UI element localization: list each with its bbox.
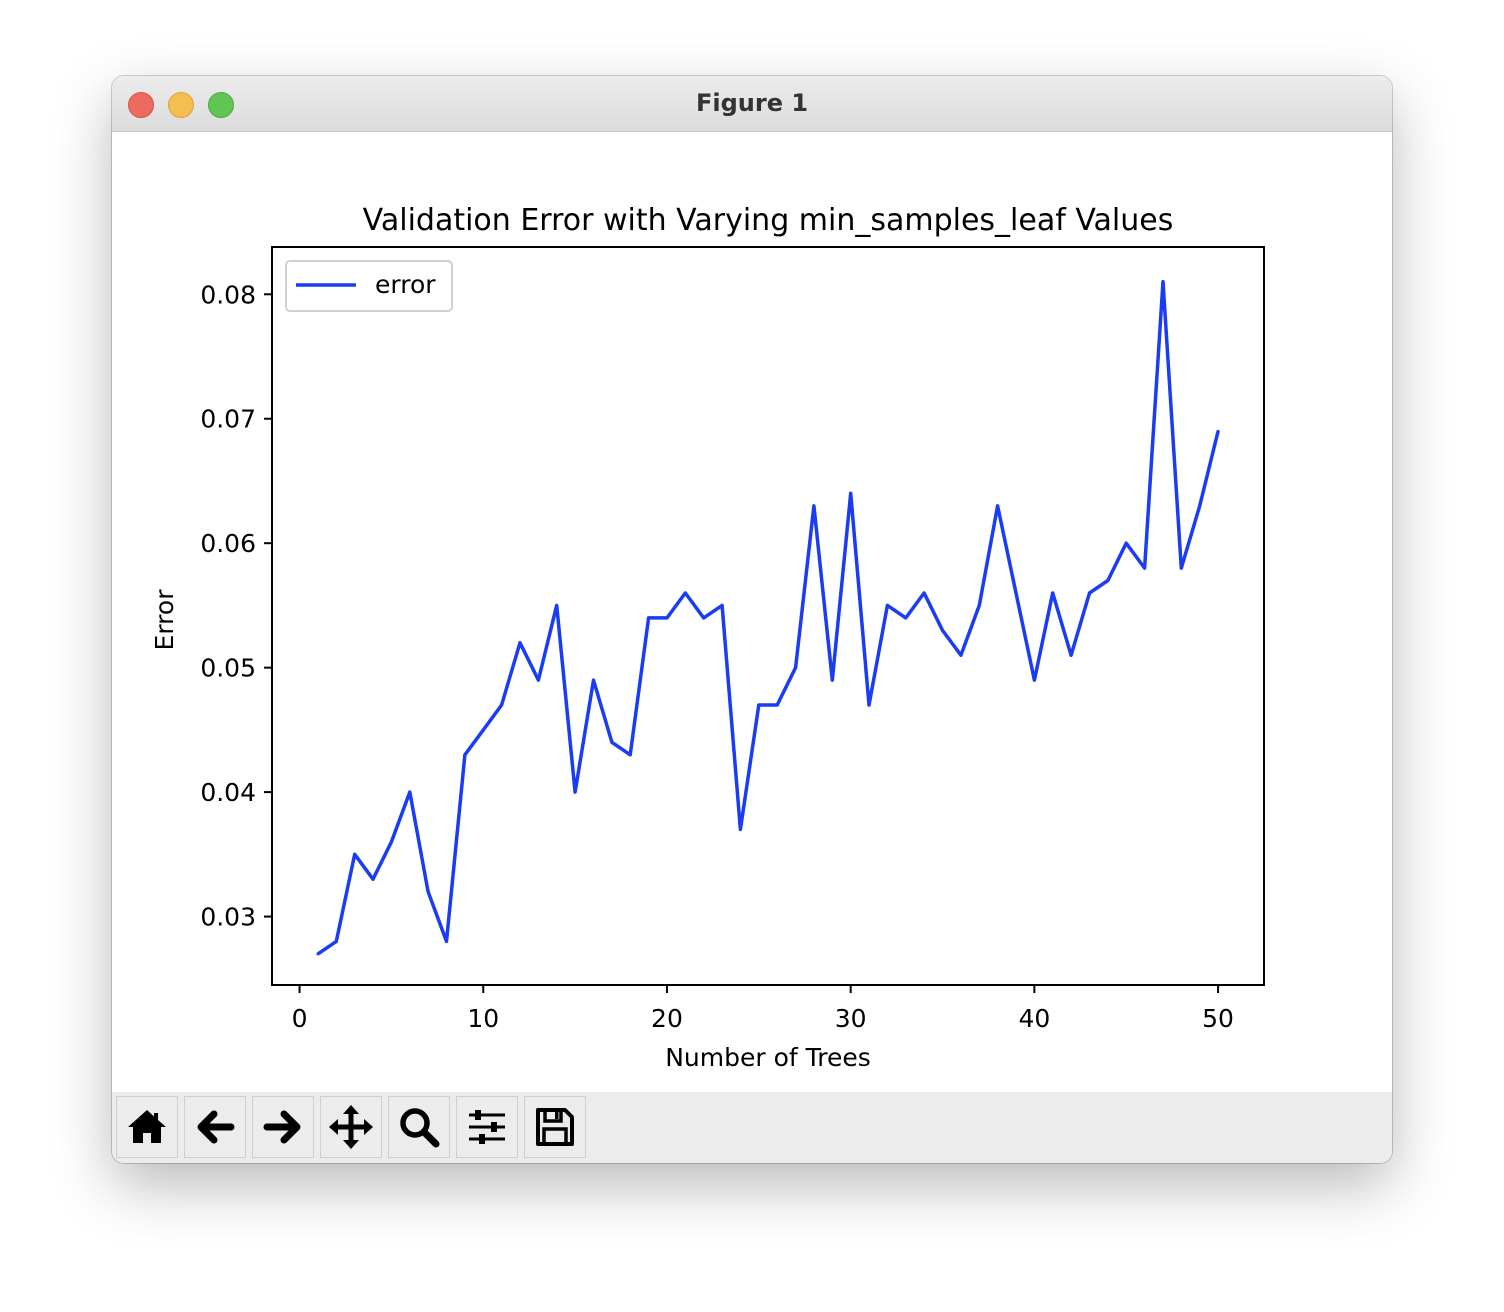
data-point [904, 616, 908, 620]
navigation-toolbar [112, 1092, 1392, 1163]
data-point [1087, 591, 1091, 595]
data-point [720, 603, 724, 607]
legend: error [285, 260, 453, 312]
y-tick-label: 0.03 [200, 903, 256, 932]
y-axis-label: Error [150, 589, 179, 651]
forward-arrow-icon [263, 1110, 301, 1144]
legend-box [285, 260, 453, 312]
x-axis-label: Number of Trees [665, 1043, 871, 1072]
data-point [757, 703, 761, 707]
x-tick-label: 30 [835, 1004, 867, 1033]
data-point [665, 616, 669, 620]
data-point [867, 703, 871, 707]
data-point [591, 678, 595, 682]
data-point [536, 678, 540, 682]
legend-label-error: error [375, 270, 436, 299]
data-point [812, 504, 816, 508]
y-axis: 0.03 0.04 0.05 0.06 0.07 0.08 [200, 280, 272, 932]
data-point [647, 616, 651, 620]
figure-window: Figure 1 Validation Error with Varying m… [112, 76, 1392, 1163]
data-point [885, 603, 889, 607]
data-point [830, 678, 834, 682]
title-bar: Figure 1 [112, 76, 1392, 132]
data-point [353, 852, 357, 856]
y-tick-label: 0.04 [200, 778, 256, 807]
data-point [426, 890, 430, 894]
data-point [977, 603, 981, 607]
back-arrow-icon [197, 1110, 235, 1144]
data-point [1179, 566, 1183, 570]
data-point [316, 952, 320, 956]
save-icon [536, 1108, 574, 1146]
data-point [555, 603, 559, 607]
data-point [445, 939, 449, 943]
data-point [959, 653, 963, 657]
data-point [481, 728, 485, 732]
x-tick-label: 20 [651, 1004, 683, 1033]
y-tick-label: 0.07 [200, 405, 256, 434]
data-point [610, 740, 614, 744]
back-button[interactable] [184, 1096, 246, 1158]
data-point [371, 877, 375, 881]
data-point [922, 591, 926, 595]
data-point [628, 753, 632, 757]
data-point [941, 628, 945, 632]
data-point [794, 666, 798, 670]
data-point [1161, 280, 1165, 284]
plot-area [271, 246, 1265, 986]
chart-title: Validation Error with Varying min_sample… [363, 203, 1174, 238]
data-point [463, 753, 467, 757]
pan-button[interactable] [320, 1096, 382, 1158]
x-tick-label: 50 [1202, 1004, 1234, 1033]
data-point [1014, 591, 1018, 595]
figure-canvas: Validation Error with Varying min_sample… [112, 132, 1392, 1092]
data-point [683, 591, 687, 595]
data-point [389, 840, 393, 844]
x-tick-label: 40 [1018, 1004, 1050, 1033]
save-button[interactable] [524, 1096, 586, 1158]
data-point [1124, 541, 1128, 545]
pan-icon [329, 1105, 373, 1149]
data-point [334, 939, 338, 943]
home-button[interactable] [116, 1096, 178, 1158]
close-window-button[interactable] [128, 92, 154, 118]
y-tick-label: 0.08 [200, 280, 256, 309]
line-chart: Validation Error with Varying min_sample… [150, 203, 1265, 1072]
window-title: Figure 1 [695, 89, 809, 117]
data-point [1216, 429, 1220, 433]
configure-subplots-icon [469, 1110, 505, 1144]
series-line-error [316, 280, 1220, 956]
home-icon [128, 1110, 166, 1143]
data-point [1051, 591, 1055, 595]
forward-button[interactable] [252, 1096, 314, 1158]
y-tick-label: 0.05 [200, 654, 256, 683]
x-tick-label: 0 [292, 1004, 308, 1033]
zoom-icon [400, 1108, 440, 1148]
data-point [1032, 678, 1036, 682]
data-point [1106, 579, 1110, 583]
data-point [1069, 653, 1073, 657]
series-layer [316, 280, 1220, 956]
data-point [996, 504, 1000, 508]
y-tick-label: 0.06 [200, 529, 256, 558]
data-point [738, 827, 742, 831]
minimize-window-button[interactable] [168, 92, 194, 118]
data-point [518, 641, 522, 645]
data-point [408, 790, 412, 794]
data-point [775, 703, 779, 707]
configure-subplots-button[interactable] [456, 1096, 518, 1158]
maximize-window-button[interactable] [208, 92, 234, 118]
data-point [702, 616, 706, 620]
data-point [849, 491, 853, 495]
data-point [1198, 504, 1202, 508]
data-point [573, 790, 577, 794]
x-tick-label: 10 [467, 1004, 499, 1033]
data-point [1143, 566, 1147, 570]
data-point [500, 703, 504, 707]
x-axis: 0 10 20 30 40 50 [292, 985, 1234, 1033]
zoom-button[interactable] [388, 1096, 450, 1158]
